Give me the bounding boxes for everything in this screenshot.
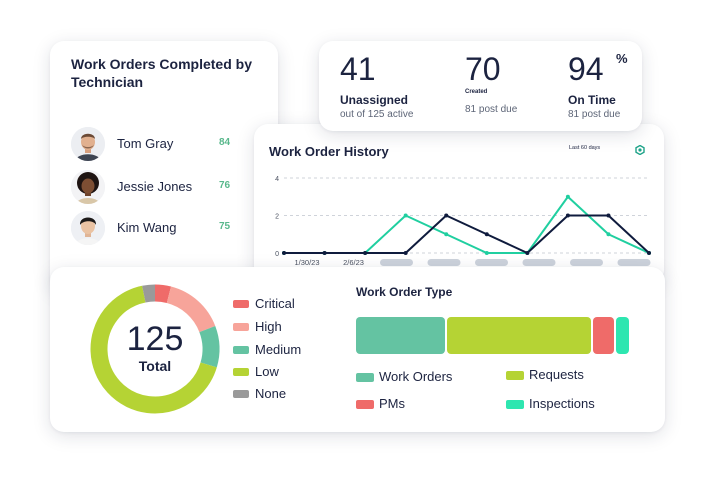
legend-label: Medium — [255, 342, 302, 357]
stat-label: Created — [465, 89, 488, 95]
stat-value: 41 — [340, 51, 376, 87]
series-line-1 — [284, 214, 650, 254]
data-point — [403, 213, 408, 218]
work-order-type-bar — [356, 317, 631, 354]
total-count: 125 — [126, 320, 184, 358]
type-segment-requests[interactable] — [446, 317, 591, 354]
type-segment-work-orders[interactable] — [356, 317, 445, 354]
data-point — [403, 251, 408, 255]
y-tick-label: 0 — [275, 251, 279, 258]
x-tick-placeholder — [475, 259, 508, 266]
settings-hex-icon[interactable] — [635, 142, 645, 160]
stat-percent-sign: % — [616, 51, 628, 66]
history-title: Work Order History — [269, 144, 389, 159]
x-tick-label: 1/30/23 — [294, 258, 319, 267]
stat-unassigned: 41 Unassigned out of 125 active — [340, 51, 413, 120]
data-point — [484, 232, 489, 237]
technicians-card: Work Orders Completed by Technician Tom … — [50, 41, 278, 291]
technician-name: Tom Gray — [117, 136, 174, 151]
technician-count: 76 — [219, 180, 231, 191]
stat-value: 94 — [568, 51, 604, 87]
avatar — [71, 170, 105, 204]
type-segment-inspections[interactable] — [615, 317, 629, 354]
stat-subtext: out of 125 active — [340, 109, 414, 120]
legend-label: Work Orders — [379, 369, 453, 384]
legend-swatch — [233, 323, 249, 331]
x-tick-placeholder — [380, 259, 413, 266]
donut-slice-high — [166, 286, 216, 333]
stat-value: 70 — [465, 51, 501, 87]
legend-swatch — [233, 346, 249, 354]
data-point — [565, 213, 570, 218]
technician-count: 75 — [219, 221, 231, 232]
data-point — [363, 251, 368, 255]
data-point — [444, 213, 449, 218]
legend-swatch — [233, 390, 249, 398]
data-point — [444, 232, 449, 237]
stat-on-time: 94 % On Time 81 post due — [568, 51, 628, 120]
history-card: Work Order History Last 60 days 0 2 4 1/30… — [254, 124, 664, 284]
legend-swatch — [356, 373, 374, 382]
data-point — [322, 251, 327, 255]
technician-name: Jessie Jones — [117, 179, 193, 194]
work-order-type-title: Work Order Type — [356, 285, 453, 299]
data-point — [647, 251, 651, 255]
stat-subtext: 81 post due — [568, 109, 621, 120]
technicians-title: Work Orders Completed by Technician — [71, 56, 253, 90]
y-tick-label: 4 — [275, 176, 279, 183]
stat-subtext: 81 post due — [465, 104, 518, 115]
donut-slice-low — [90, 285, 217, 414]
avatar — [71, 127, 105, 161]
priority-donut-chart — [90, 284, 220, 414]
legend-swatch — [233, 300, 249, 308]
stat-label: Unassigned — [340, 93, 409, 107]
x-tick-placeholder — [522, 259, 556, 266]
y-tick-label: 2 — [275, 214, 279, 221]
stats-card: 41 Unassigned out of 125 active 70 Creat… — [319, 41, 642, 131]
legend-label: Low — [255, 364, 279, 379]
data-point — [565, 194, 570, 199]
total-label: Total — [138, 358, 172, 374]
data-point — [484, 251, 489, 255]
x-tick-placeholder — [617, 259, 651, 266]
data-point — [606, 232, 611, 237]
donut-slice-none — [142, 284, 156, 303]
history-line-chart: 0 2 4 1/30/23 2/6/23 — [275, 176, 651, 267]
technician-row-kim-wang[interactable]: Kim Wang 75 — [71, 211, 271, 247]
legend-label: None — [255, 386, 287, 401]
history-range-label[interactable]: Last 60 days — [569, 145, 601, 151]
x-tick-placeholder — [570, 259, 603, 266]
donut-slice-critical — [154, 284, 172, 304]
technician-name: Kim Wang — [117, 220, 177, 235]
legend-swatch — [233, 368, 249, 376]
avatar — [71, 211, 105, 245]
legend-label: Inspections — [529, 396, 595, 411]
legend-label: High — [255, 319, 282, 334]
data-point — [525, 251, 530, 255]
data-point — [606, 213, 611, 218]
data-point — [282, 251, 286, 255]
legend-label: PMs — [379, 396, 405, 411]
x-tick-placeholder — [427, 259, 461, 266]
donut-slice-medium — [199, 326, 220, 368]
type-segment-pms[interactable] — [592, 317, 614, 354]
stat-label: On Time — [568, 93, 616, 107]
legend-label: Critical — [255, 296, 295, 311]
legend-swatch — [356, 400, 374, 409]
legend-swatch — [506, 400, 524, 409]
technician-row-jessie-jones[interactable]: Jessie Jones 76 — [71, 170, 271, 206]
technician-count: 84 — [219, 137, 231, 148]
totals-card: 125 Total Critical High Medium Low None … — [50, 267, 665, 432]
stat-created: 70 Created 81 post due — [465, 51, 517, 115]
technician-row-tom-gray[interactable]: Tom Gray 84 — [71, 127, 271, 163]
legend-swatch — [506, 371, 524, 380]
x-tick-label: 2/6/23 — [343, 258, 364, 267]
legend-label: Requests — [529, 367, 584, 382]
